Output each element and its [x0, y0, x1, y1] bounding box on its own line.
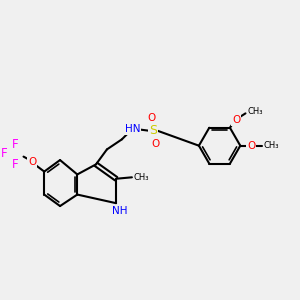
Text: F: F — [1, 147, 8, 160]
Text: O: O — [152, 139, 160, 149]
Text: HN: HN — [125, 124, 140, 134]
Text: CH₃: CH₃ — [263, 141, 279, 150]
Text: F: F — [12, 138, 18, 151]
Text: O: O — [232, 115, 240, 125]
Text: O: O — [247, 141, 255, 151]
Text: NH: NH — [112, 206, 127, 216]
Text: S: S — [149, 124, 158, 137]
Text: O: O — [28, 158, 36, 167]
Text: CH₃: CH₃ — [134, 173, 149, 182]
Text: F: F — [12, 158, 18, 171]
Text: CH₃: CH₃ — [247, 107, 263, 116]
Text: O: O — [147, 113, 155, 123]
